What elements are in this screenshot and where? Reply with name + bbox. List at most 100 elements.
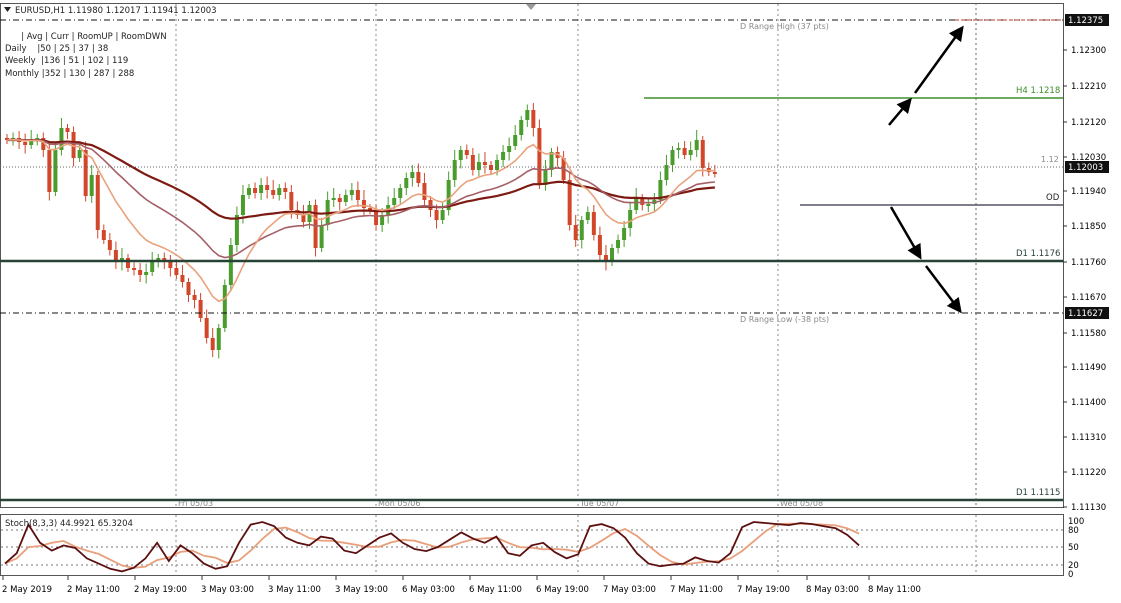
candle-body [682,148,687,155]
candle-body [319,225,324,248]
candle-body [77,150,82,158]
price-tick-label: 1.11310 [1071,433,1106,443]
time-tick-label: 7 May 03:00 [603,585,656,595]
candle-body [283,188,288,192]
price-tick-label: 1.11580 [1071,329,1106,339]
candle-body [83,150,88,196]
arrow-up-1 [888,97,912,126]
time-tick-label: 6 May 03:00 [402,585,455,595]
candle-body [507,146,512,152]
candle-body [132,268,137,270]
candle-body [513,135,518,146]
candle-body [53,150,58,192]
time-tick-label: 8 May 03:00 [806,585,859,595]
candle-body [482,162,487,165]
price-tick-label: 1.12210 [1071,82,1106,92]
candle-body [646,204,651,206]
candle-body [204,318,209,338]
candle-body [688,150,693,155]
time-tick-label: 7 May 11:00 [670,585,723,595]
candle-body [222,285,227,328]
candle-body [265,185,270,190]
candle-body [404,178,409,188]
candle-body [410,172,415,178]
price-tick-label: 1.12300 [1071,46,1106,56]
candle-body [573,225,578,240]
candle-body [476,162,481,170]
candle-body [126,258,130,268]
h4-level-label: H4 1.1218 [1016,86,1060,96]
candle-body [355,190,360,200]
candle-body [107,240,112,250]
price-tick-label: 1.12120 [1071,118,1106,128]
candle-body [234,215,239,245]
candle-body [65,128,70,132]
od-level-label: OD [1046,193,1060,203]
stoch-tick-label: 80 [1068,526,1079,536]
chart-shift-marker-icon[interactable] [526,4,536,10]
time-tick-label: 7 May 19:00 [737,585,790,595]
candle-body [150,262,155,272]
candle-body [392,198,397,205]
time-tick-label: 6 May 11:00 [469,585,522,595]
candle-body [658,180,663,200]
candle-body [670,150,675,165]
candle-body [23,142,28,145]
current-price-tag-text: 1.12003 [1068,163,1103,173]
time-tick-label: 2 May 11:00 [67,585,120,595]
candle-body [138,270,143,275]
symbol-info: EURUSD,H1 1.11980 1.12017 1.11941 1.1200… [15,6,217,16]
candle-body [247,188,251,195]
candle-body [519,120,524,135]
high-price-tag [1065,14,1109,26]
price-tick-label: 1.11400 [1071,398,1106,408]
low-price-tag-text: 1.11627 [1068,309,1103,319]
candle-body [549,152,554,170]
collapse-triangle-icon[interactable] [4,7,11,12]
candle-body [537,128,542,185]
candle-body [289,192,294,210]
stoch-tick-label: 50 [1068,543,1079,553]
arrow-down-1 [889,206,922,260]
candle-body [664,165,669,180]
price-chart-frame [0,3,1064,508]
candle-body [489,165,493,170]
candle-body [579,220,584,240]
arrow-down-2 [925,265,962,314]
candlesticks [5,103,717,359]
candle-body [29,140,34,145]
day-separator-label: Mon 05/06 [378,499,420,508]
candle-body [180,275,185,282]
time-tick-label: 8 May 11:00 [868,585,921,595]
candle-body [198,300,203,318]
candle-body [35,138,40,140]
stoch-signal-line [4,522,860,569]
candle-body [434,210,439,220]
ma-slow-line [6,138,715,220]
candle-body [610,248,614,262]
candle-body [41,138,46,150]
candle-body [640,198,645,205]
candle-body [374,210,379,225]
candle-body [585,212,590,220]
time-tick-label: 3 May 03:00 [201,585,254,595]
range-low-label: D Range Low (-38 pts) [740,315,829,324]
candle-body [543,170,548,185]
candle-body [253,188,258,193]
day-separator-label: Wed 05/08 [780,499,823,508]
candle-body [495,160,500,170]
info-line-0: | Avg | Curr | RoomUP | RoomDWN [5,32,167,42]
candle-body [343,195,348,202]
stoch-tick-label: 100 [1068,517,1084,527]
time-tick-label: 2 May 19:00 [134,585,187,595]
time-tick-label: 2 May 2019 [2,585,52,595]
time-tick-label: 3 May 11:00 [268,585,321,595]
candle-body [501,152,506,160]
candle-body [71,132,76,158]
candle-body [95,175,100,230]
candle-body [464,150,469,155]
price-tick-label: 1.11760 [1071,258,1106,268]
d1-low-level-label: D1 1.1115 [1016,488,1060,498]
arrow-up-2 [913,25,964,94]
